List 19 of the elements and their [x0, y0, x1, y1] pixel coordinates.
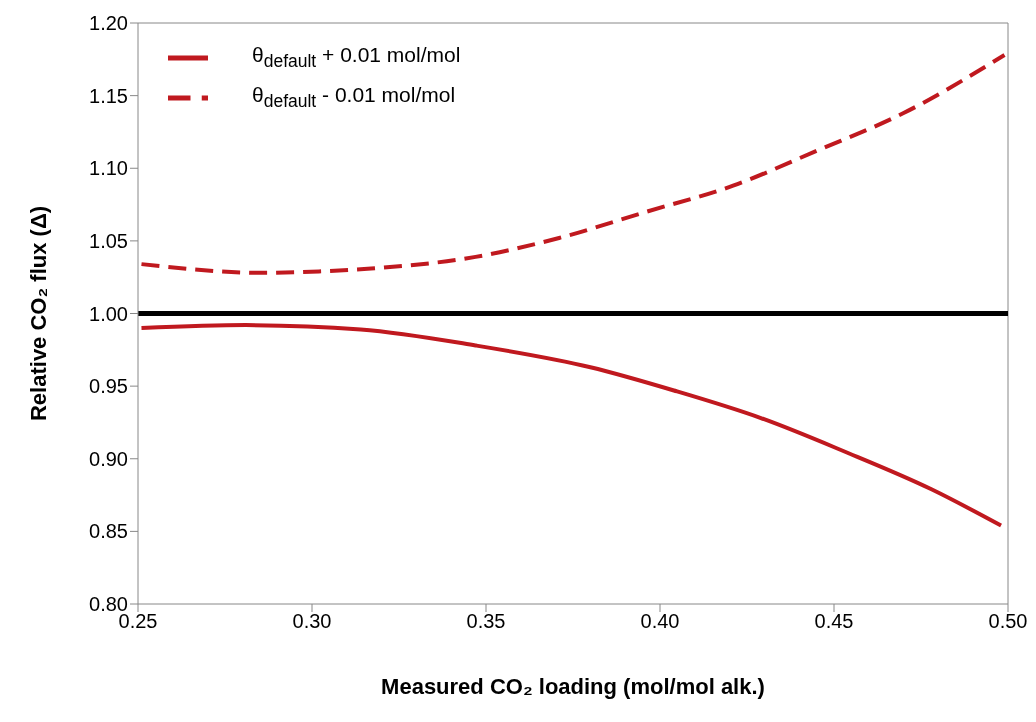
y-tick-label: 1.10 [89, 157, 128, 180]
x-tick-label: 0.45 [814, 610, 854, 633]
y-tick-label: 0.90 [89, 447, 128, 470]
y-tick-label: 0.95 [89, 375, 128, 398]
y-axis-title: Relative CO₂ flux (Δ) [25, 205, 51, 422]
x-tick-label: 0.25 [118, 610, 158, 633]
line-series [139, 323, 1004, 528]
y-tick-label: 1.00 [89, 302, 128, 325]
x-tick-label: 0.40 [640, 610, 680, 633]
x-tick-label: 0.35 [466, 610, 506, 633]
x-tick-label: 0.50 [988, 610, 1028, 633]
legend-label: θ$_{default}$ - 0.01 mol/mol [252, 83, 456, 112]
x-axis-title: Measured CO₂ loading (mol/mol alk.) [381, 674, 765, 699]
y-tick-label: 1.15 [89, 84, 128, 107]
x-tick-label: 0.30 [292, 610, 332, 633]
legend-label: θ$_{default}$ + 0.01 mol/mol [252, 43, 461, 72]
y-tick-label: 1.20 [89, 12, 128, 35]
y-tick-label: 1.05 [89, 229, 128, 252]
y-tick-label: 0.85 [89, 520, 128, 543]
